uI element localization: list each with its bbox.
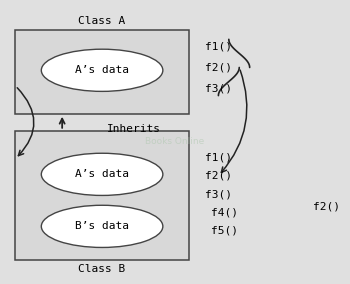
Text: f2(): f2() <box>204 171 231 181</box>
Text: f2(): f2() <box>313 202 340 212</box>
Text: Books Online: Books Online <box>145 137 205 147</box>
Ellipse shape <box>41 49 163 91</box>
Text: f4(): f4() <box>211 207 238 217</box>
Text: A’s data: A’s data <box>75 65 129 75</box>
FancyBboxPatch shape <box>15 30 189 114</box>
Text: f1(): f1() <box>204 153 231 162</box>
Text: f2(): f2() <box>204 62 231 72</box>
Text: B’s data: B’s data <box>75 221 129 231</box>
Text: A’s data: A’s data <box>75 169 129 179</box>
Text: f3(): f3() <box>204 83 231 93</box>
Text: Class B: Class B <box>78 264 126 274</box>
Text: Class A: Class A <box>78 16 126 26</box>
Text: f3(): f3() <box>204 189 231 199</box>
Ellipse shape <box>41 153 163 195</box>
Ellipse shape <box>41 205 163 247</box>
FancyBboxPatch shape <box>15 131 189 260</box>
Text: f5(): f5() <box>211 225 238 236</box>
Text: Inherits: Inherits <box>107 124 161 134</box>
Text: f1(): f1() <box>204 41 231 51</box>
